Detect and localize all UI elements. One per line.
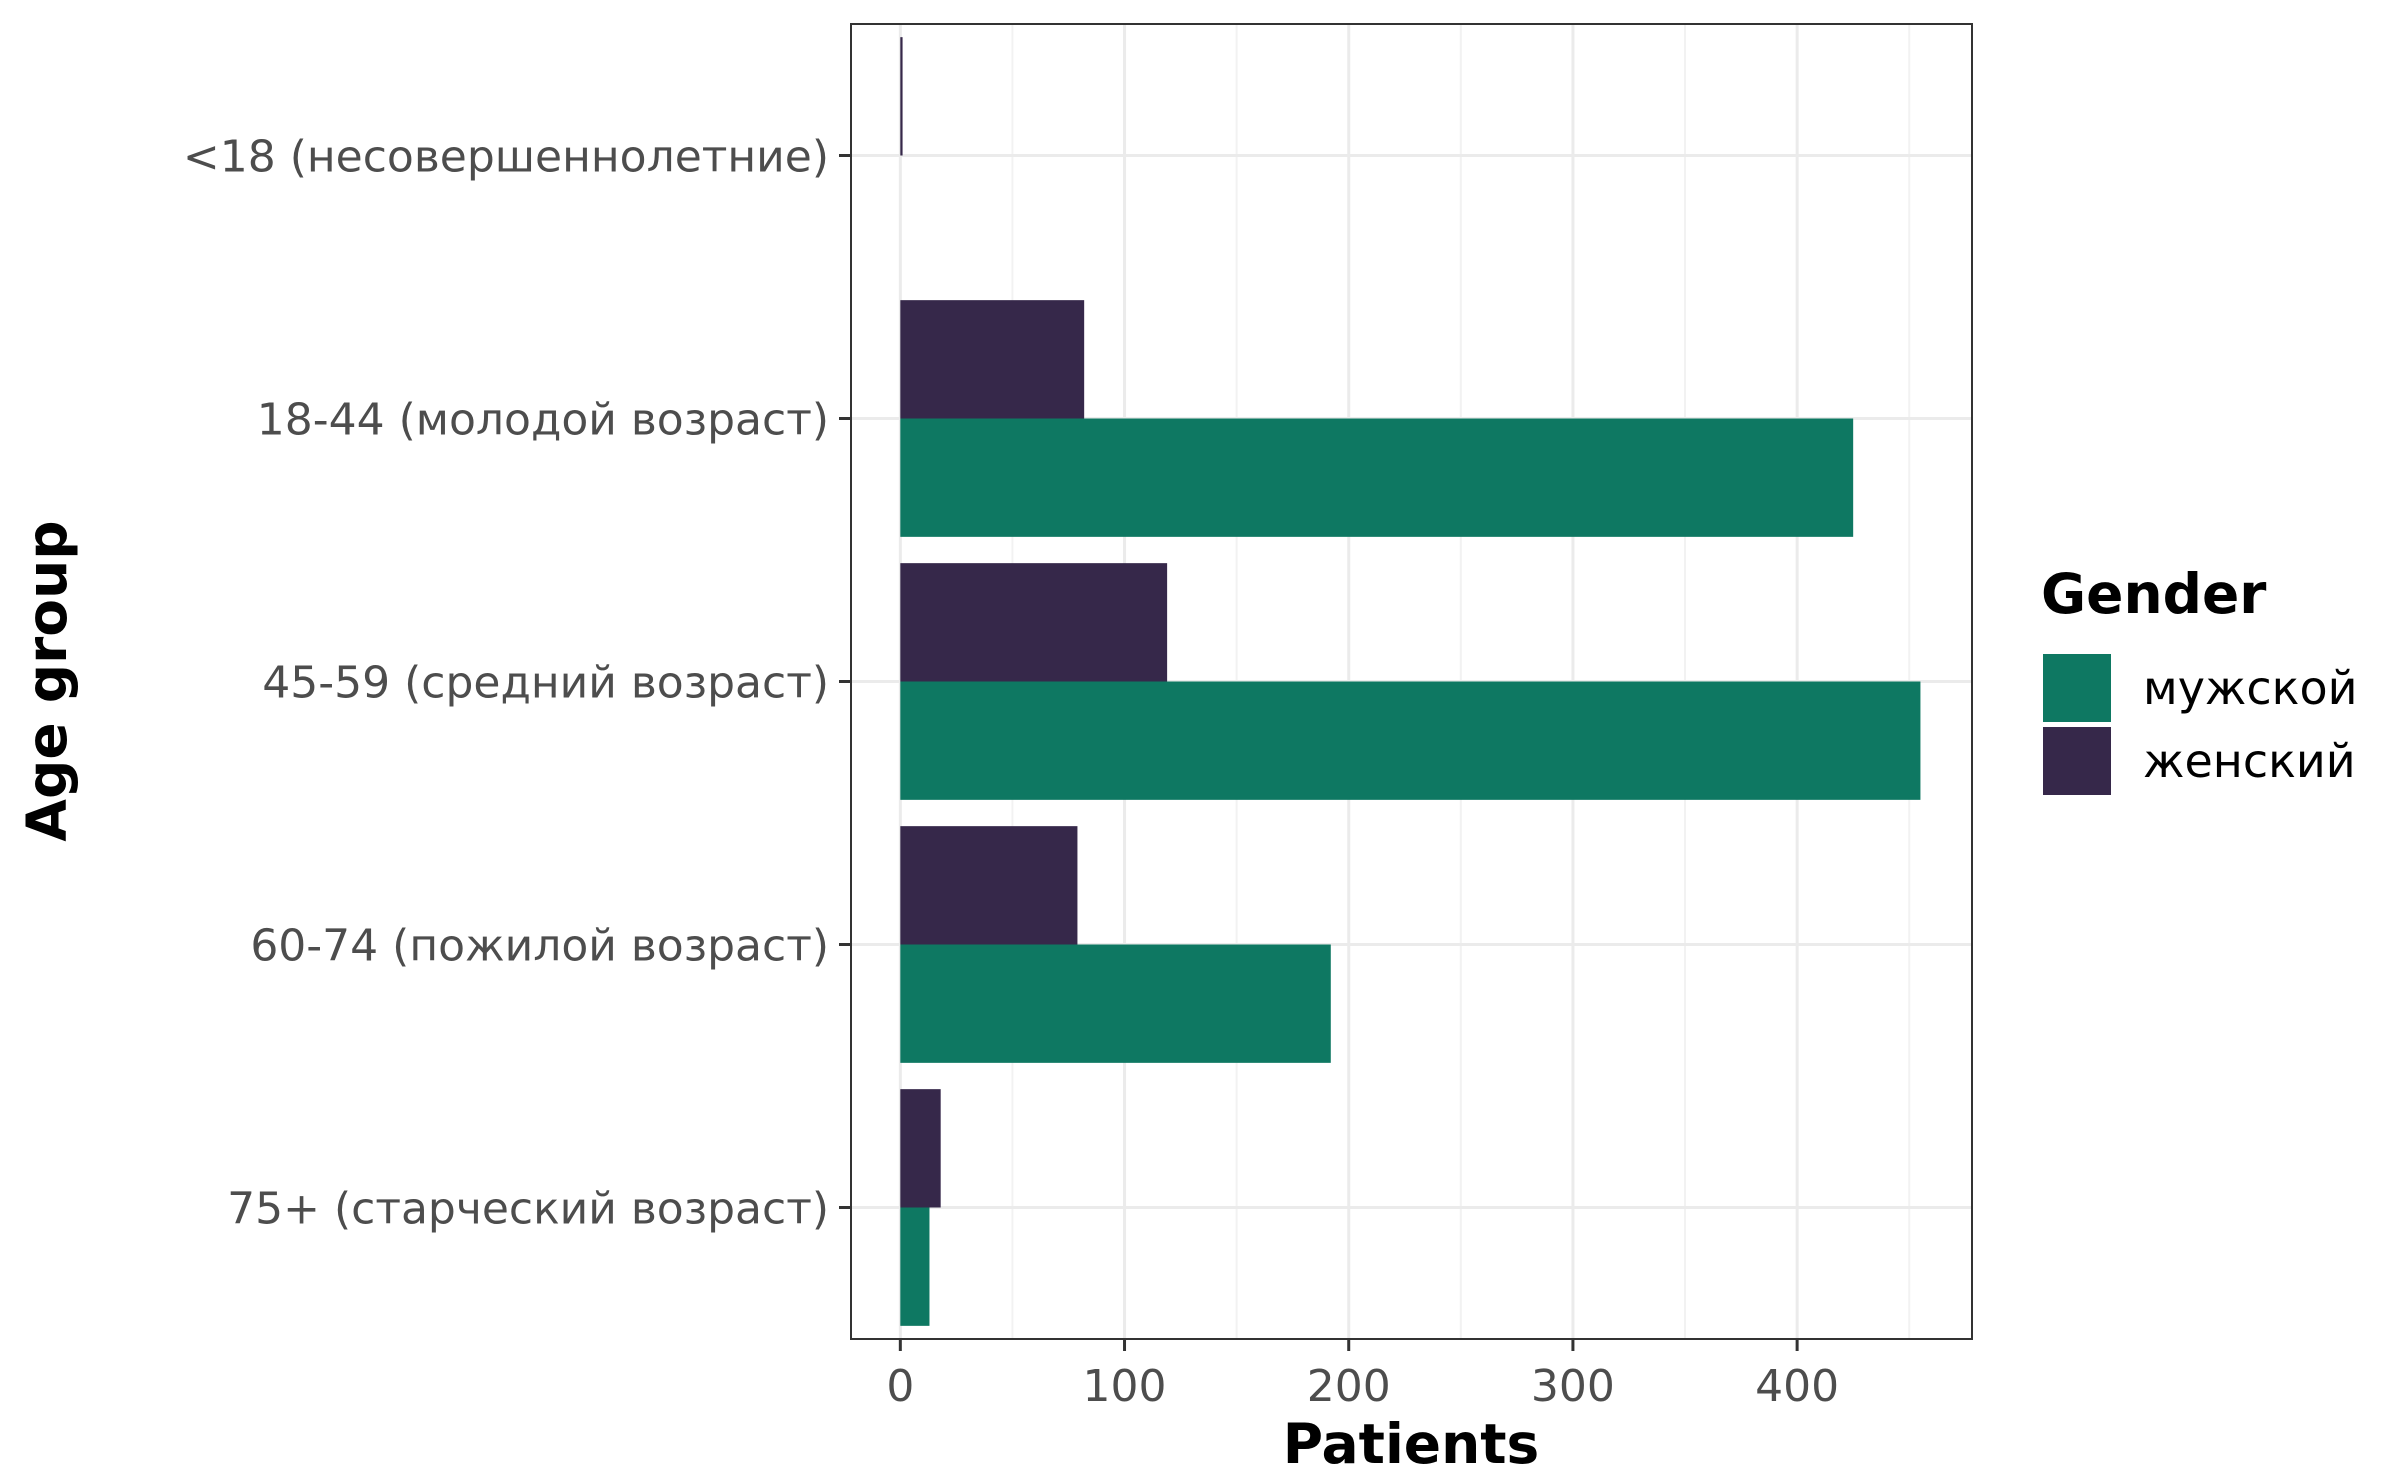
legend: Gender мужской женский bbox=[2041, 562, 2357, 795]
bars bbox=[900, 37, 1921, 1326]
y-axis: <18 (несовершеннолетние) 18-44 (молодой в… bbox=[183, 132, 851, 1235]
bar-female bbox=[900, 300, 1085, 419]
bar-male bbox=[900, 681, 1921, 800]
legend-label: женский bbox=[2143, 734, 2356, 788]
bar-male bbox=[900, 944, 1331, 1063]
bar-male bbox=[900, 418, 1854, 537]
x-tick-label: 100 bbox=[1083, 1361, 1167, 1412]
x-tick-label: 0 bbox=[886, 1361, 914, 1412]
y-tick-label: 45-59 (средний возраст) bbox=[262, 658, 829, 709]
legend-key bbox=[2043, 654, 2111, 722]
bar-female bbox=[900, 37, 903, 156]
bar-female bbox=[900, 1089, 941, 1208]
x-axis: 0 100 200 300 400 bbox=[886, 1339, 1839, 1412]
legend-items: мужской женский bbox=[2043, 654, 2357, 795]
y-tick-label: 18-44 (молодой возраст) bbox=[257, 395, 829, 446]
y-tick-label: 75+ (старческий возраст) bbox=[227, 1184, 829, 1235]
legend-key bbox=[2043, 727, 2111, 795]
x-tick-label: 400 bbox=[1755, 1361, 1839, 1412]
bar-female bbox=[900, 826, 1078, 945]
y-tick-label: 60-74 (пожилой возраст) bbox=[250, 921, 829, 972]
x-tick-label: 300 bbox=[1531, 1361, 1615, 1412]
y-axis-title: Age group bbox=[15, 520, 79, 841]
bar-male bbox=[900, 1207, 930, 1326]
legend-title: Gender bbox=[2041, 562, 2266, 626]
legend-label: мужской bbox=[2143, 661, 2357, 715]
y-tick-label: <18 (несовершеннолетние) bbox=[183, 132, 829, 183]
x-axis-title: Patients bbox=[1283, 1412, 1540, 1476]
bar-female bbox=[900, 563, 1168, 682]
x-tick-label: 200 bbox=[1307, 1361, 1391, 1412]
